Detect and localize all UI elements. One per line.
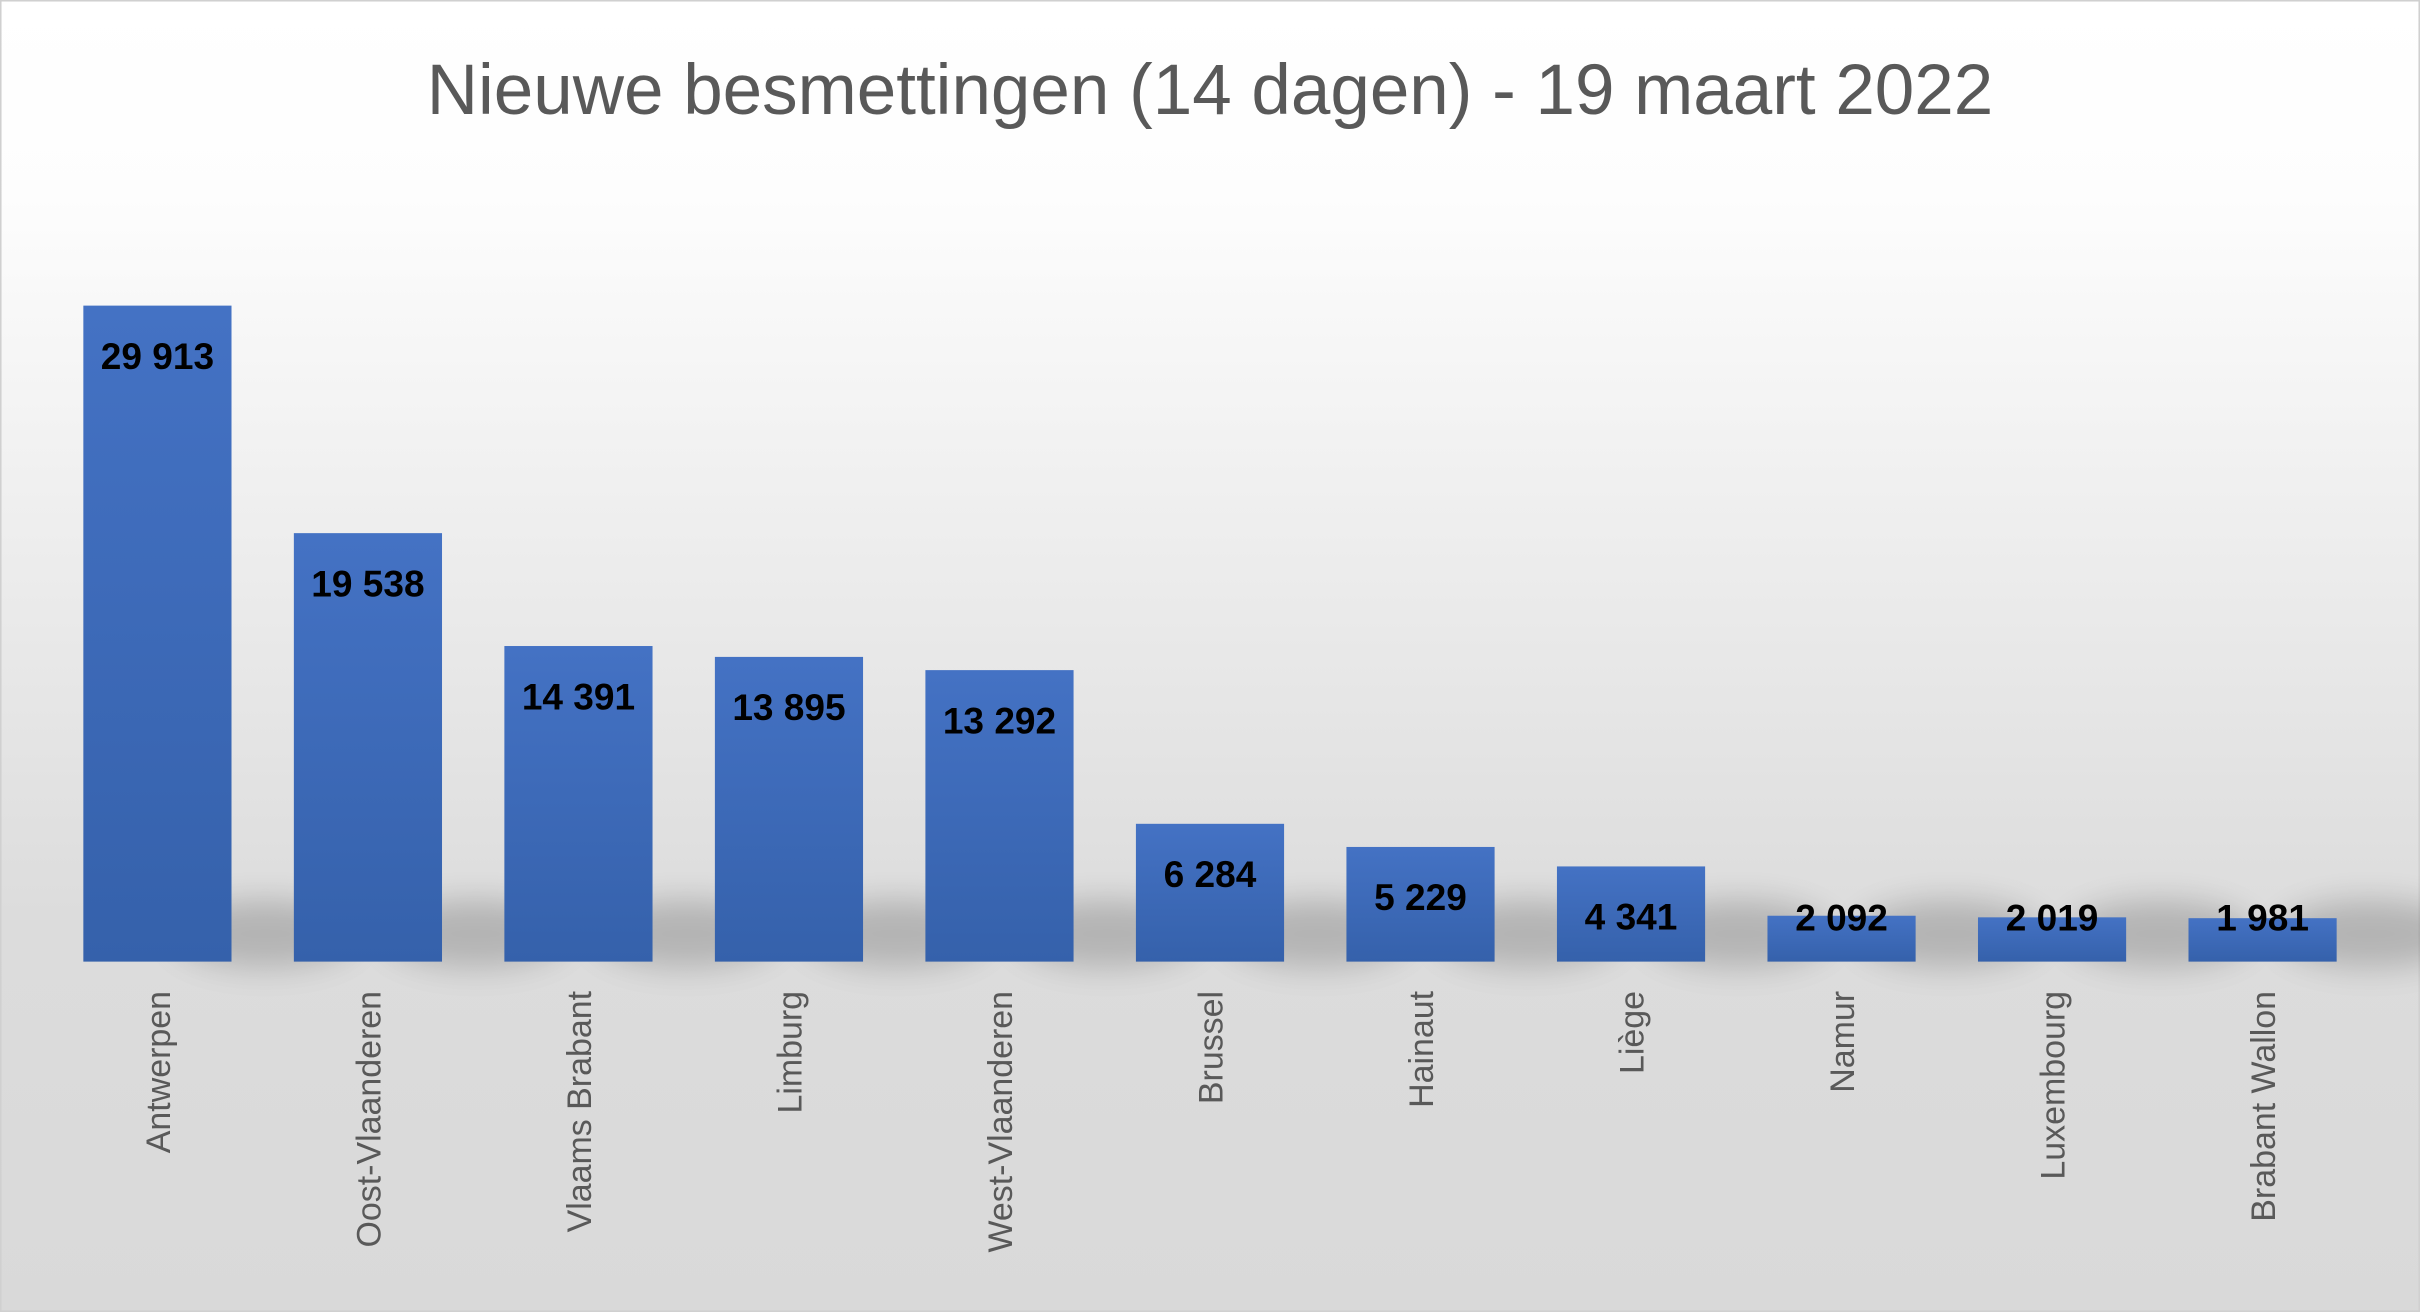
data-label: 2 019 bbox=[2006, 897, 2099, 939]
x-tick-label: Brussel bbox=[1192, 991, 1230, 1104]
x-tick-label: Luxembourg bbox=[2034, 991, 2072, 1180]
data-label: 13 292 bbox=[943, 699, 1056, 741]
data-label: 6 284 bbox=[1164, 853, 1257, 895]
data-label: 5 229 bbox=[1374, 876, 1467, 918]
x-tick-label: Liège bbox=[1613, 991, 1651, 1074]
x-tick-label: Namur bbox=[1824, 991, 1862, 1093]
x-tick-label: West-Vlaanderen bbox=[982, 991, 1020, 1253]
bar-namur bbox=[1767, 915, 1916, 962]
bar-antwerpen bbox=[83, 305, 232, 962]
x-tick-label: Oost-Vlaanderen bbox=[350, 991, 388, 1248]
bar-hainaut bbox=[1346, 846, 1495, 962]
bar-brussel bbox=[1135, 823, 1285, 962]
bar-vlaams-brabant bbox=[504, 646, 653, 962]
x-tick-label: Vlaams Brabant bbox=[561, 990, 599, 1232]
bar-west-vlaanderen bbox=[925, 670, 1074, 962]
bar-limburg bbox=[714, 656, 864, 962]
data-label: 2 092 bbox=[1795, 897, 1888, 939]
data-label: 14 391 bbox=[522, 675, 635, 717]
bar-li-ge bbox=[1556, 866, 1706, 962]
data-label: 4 341 bbox=[1585, 896, 1678, 938]
bar-brabant-wallon bbox=[2188, 918, 2337, 962]
x-tick-label: Brabant Wallon bbox=[2245, 991, 2283, 1222]
chart-title: Nieuwe besmettingen (14 dagen) - 19 maar… bbox=[427, 51, 1993, 130]
data-label: 1 981 bbox=[2216, 897, 2309, 939]
data-label: 29 913 bbox=[101, 335, 214, 377]
bar-luxembourg bbox=[1977, 917, 2127, 962]
x-tick-label: Antwerpen bbox=[140, 991, 178, 1153]
bar-oost-vlaanderen bbox=[293, 533, 443, 962]
x-tick-label: Hainaut bbox=[1403, 990, 1441, 1108]
x-tick-label: Limburg bbox=[771, 991, 809, 1114]
data-label: 13 895 bbox=[732, 686, 845, 728]
data-label: 19 538 bbox=[311, 562, 424, 604]
